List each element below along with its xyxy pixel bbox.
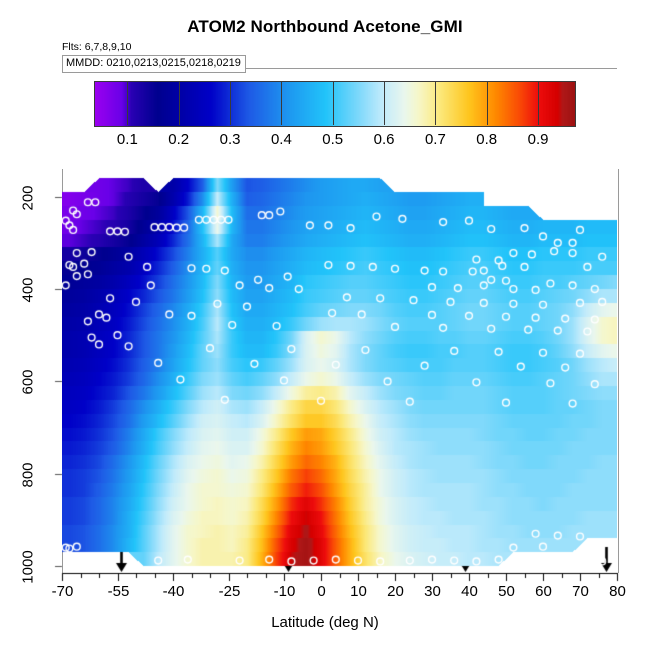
x-axis-tick-label: 20 [387, 583, 404, 600]
x-axis-tick-label: -55 [107, 583, 130, 600]
x-axis-tick-label: 50 [498, 583, 515, 600]
x-axis-tick-label: -40 [162, 583, 185, 600]
x-axis-title: Latitude (deg N) [271, 614, 379, 631]
heatmap-layer [62, 169, 617, 573]
x-axis-tick-label: 40 [461, 583, 478, 600]
y-axis-tick-label: 200 [19, 184, 37, 211]
x-axis-tick-label: -70 [51, 583, 74, 600]
y-axis-tick-label: 400 [19, 276, 37, 303]
x-axis-tick-label: 60 [535, 583, 552, 600]
y-axis-tick-label: 1000 [19, 549, 37, 584]
x-axis-tick-label: 30 [424, 583, 441, 600]
x-axis-tick-label: -10 [273, 583, 296, 600]
y-axis-tick-label: 600 [19, 368, 37, 395]
x-axis-tick-label: 80 [609, 583, 626, 600]
x-axis-tick-label: 10 [350, 583, 367, 600]
x-axis-tick-label: 0 [317, 583, 326, 600]
x-axis-tick-label: -25 [218, 583, 241, 600]
y-axis-tick-label: 800 [19, 461, 37, 488]
x-axis-tick-label: 70 [572, 583, 589, 600]
